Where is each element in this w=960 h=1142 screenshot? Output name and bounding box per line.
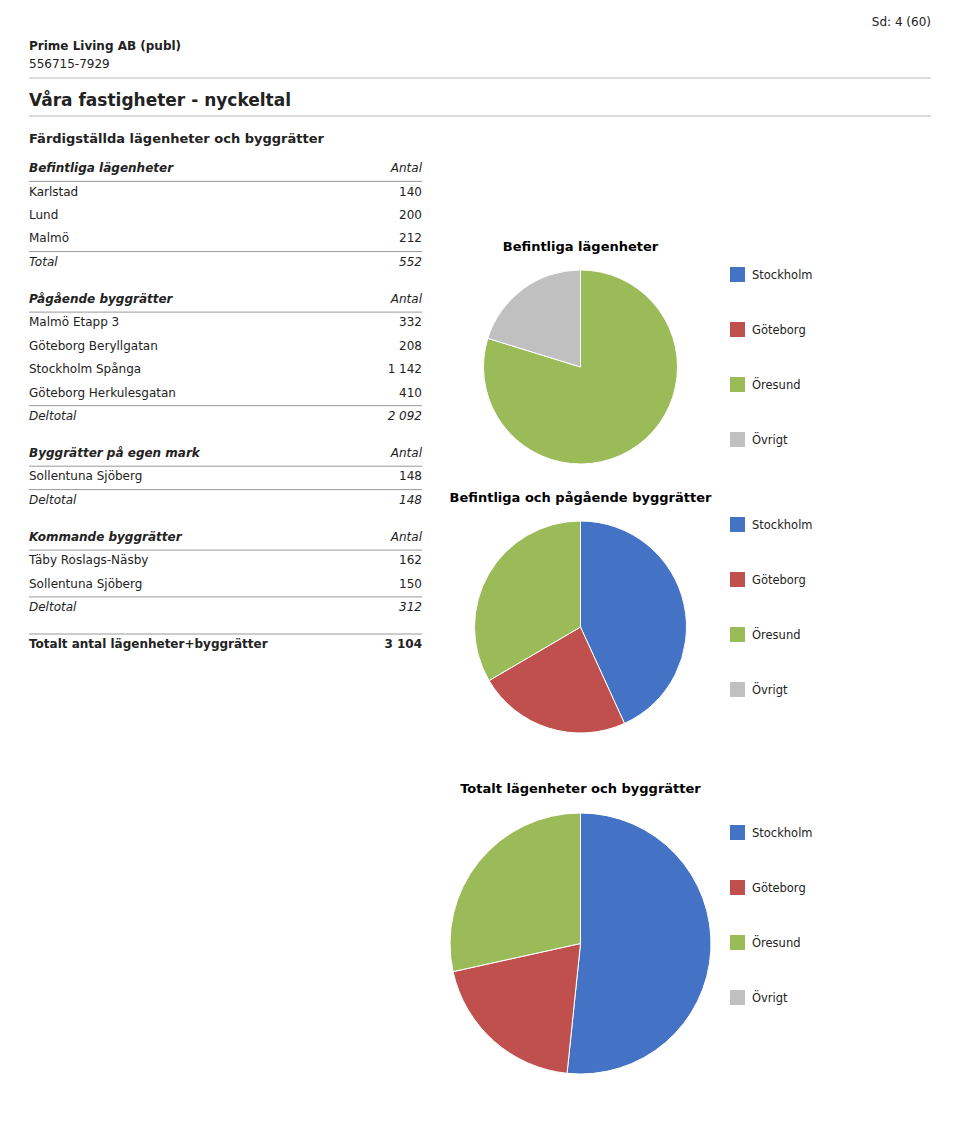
pie-slice <box>567 813 711 1074</box>
table-row-value: 1 142 <box>388 362 422 376</box>
background <box>0 0 960 1142</box>
company-name: Prime Living AB (publ) <box>29 39 181 53</box>
pie-slice <box>474 521 580 681</box>
table-row-value: 200 <box>399 208 422 222</box>
table-row-label: Karlstad <box>29 185 78 199</box>
legend-label: Övrigt <box>752 681 788 697</box>
table-row-label: Sollentuna Sjöberg <box>29 469 142 483</box>
table-total: 312 <box>399 600 422 614</box>
legend-label: Öresund <box>752 934 800 950</box>
table-total: 552 <box>399 255 422 269</box>
table-row-value: 410 <box>399 386 422 400</box>
table-column: Antal <box>390 161 423 175</box>
table-total-label: Total <box>29 255 58 269</box>
chart-title: Befintliga lägenheter <box>503 239 659 254</box>
pie-slice <box>484 270 678 464</box>
pie-chart <box>450 813 711 1074</box>
section-rule <box>29 116 931 117</box>
table-row-label: Malmö Etapp 3 <box>29 315 119 329</box>
table-row-label: Lund <box>29 208 58 222</box>
table-row-label: Malmö <box>29 231 69 245</box>
table-row-value: 212 <box>399 231 422 245</box>
table-row-value: 208 <box>399 339 422 353</box>
legend-swatch <box>730 682 745 697</box>
table-rule <box>29 596 422 597</box>
table-column: Antal <box>390 530 423 544</box>
grand-total-label: Totalt antal lägenheter+byggrätter <box>29 637 268 651</box>
table-total: 148 <box>399 493 422 507</box>
legend-label: Stockholm <box>752 268 813 282</box>
pie-slice <box>450 813 581 972</box>
legend-label: Göteborg <box>752 573 806 587</box>
legend-swatch <box>730 825 745 840</box>
table-rule <box>29 181 422 182</box>
table-rule <box>29 466 422 467</box>
pie-slice <box>488 270 581 367</box>
table-row-label: Täby Roslags-Näsby <box>28 553 148 567</box>
legend-swatch <box>730 935 745 950</box>
legend-label: Öresund <box>752 626 800 642</box>
legend-swatch <box>730 432 745 447</box>
table-row-value: 140 <box>399 185 422 199</box>
table-header: Kommande byggrätter <box>29 530 183 544</box>
legend-swatch <box>730 322 745 337</box>
chart-title: Befintliga och pågående byggrätter <box>450 490 712 505</box>
table-column: Antal <box>390 292 423 306</box>
legend-swatch <box>730 572 745 587</box>
table-rule <box>29 634 422 635</box>
table-row-value: 150 <box>399 577 422 591</box>
legend-swatch <box>730 627 745 642</box>
table-row-value: 162 <box>399 553 422 567</box>
legend-label: Stockholm <box>752 518 813 532</box>
table-total-label: Deltotal <box>29 600 77 614</box>
page: Sd: 4 (60) Prime Living AB (publ) 556715-7… <box>0 0 960 1142</box>
legend-swatch <box>730 377 745 392</box>
legend-label: Stockholm <box>752 826 813 840</box>
table-rule <box>29 405 422 406</box>
table-rule <box>29 550 422 551</box>
legend-label: Göteborg <box>752 323 806 337</box>
table-total-label: Deltotal <box>29 409 77 423</box>
pie-chart <box>484 270 678 464</box>
legend-label: Göteborg <box>752 881 806 895</box>
table-row-value: 332 <box>399 315 422 329</box>
legend-swatch <box>730 517 745 532</box>
table-total: 2 092 <box>388 409 422 423</box>
subsection-title: Färdigställda lägenheter och byggrätter <box>29 131 324 146</box>
grand-total: 3 104 <box>384 637 422 651</box>
table-header: Byggrätter på egen mark <box>29 446 201 460</box>
org-number: 556715-7929 <box>29 57 110 71</box>
legend-label: Öresund <box>752 376 800 392</box>
table-rule <box>29 312 422 313</box>
table-rule <box>29 251 422 252</box>
legend-label: Övrigt <box>752 989 788 1005</box>
chart-title: Totalt lägenheter och byggrätter <box>460 781 701 796</box>
table-row-label: Göteborg Beryllgatan <box>29 339 158 353</box>
table-header: Pågående byggrätter <box>29 292 174 306</box>
section-title: Våra fastigheter - nyckeltal <box>29 89 291 110</box>
table-column: Antal <box>390 446 423 460</box>
table-row-label: Stockholm Spånga <box>29 362 141 376</box>
table-row-label: Sollentuna Sjöberg <box>29 577 142 591</box>
legend-swatch <box>730 880 745 895</box>
legend-label: Övrigt <box>752 431 788 447</box>
table-header: Befintliga lägenheter <box>29 161 174 175</box>
page-header: Sd: 4 (60) <box>872 15 931 29</box>
table-row-value: 148 <box>399 469 422 483</box>
pie-chart <box>474 521 686 733</box>
table-row-label: Göteborg Herkulesgatan <box>29 386 176 400</box>
legend-swatch <box>730 990 745 1005</box>
legend-swatch <box>730 267 745 282</box>
table-rule <box>29 489 422 490</box>
header-rule <box>29 78 931 79</box>
table-total-label: Deltotal <box>29 493 77 507</box>
